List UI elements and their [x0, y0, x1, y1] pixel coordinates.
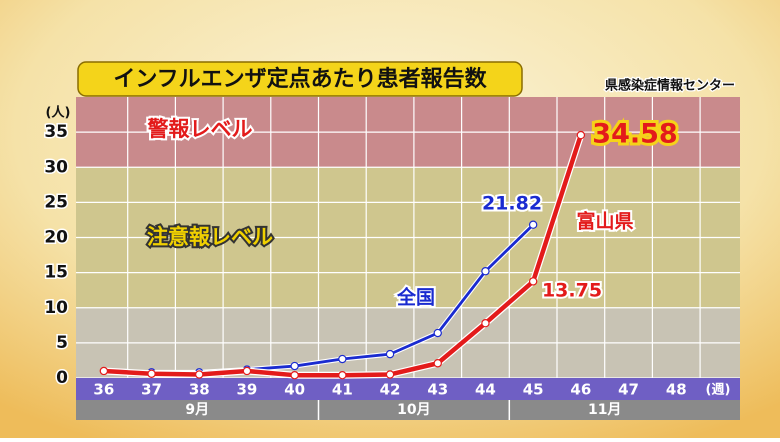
- data-label: 21.82: [482, 193, 542, 215]
- x-tick-label: 39: [237, 381, 258, 399]
- point: [481, 267, 490, 276]
- chart-title: インフルエンザ定点あたり患者報告数: [113, 66, 487, 92]
- month-label: 9月: [185, 402, 209, 418]
- data-label: 34.58: [592, 119, 677, 150]
- point: [433, 328, 442, 338]
- x-tick-label: 41: [332, 381, 353, 399]
- y-tick-label: 10: [44, 298, 68, 318]
- point: [433, 359, 442, 368]
- y-tick-label: 35: [44, 122, 68, 142]
- band-label: 注意報レベル: [147, 225, 273, 249]
- x-tick-label: 48: [666, 381, 687, 399]
- x-tick-label: 44: [475, 381, 496, 399]
- source: 県感染症情報センター: [605, 78, 735, 94]
- point: [385, 349, 395, 359]
- point: [195, 370, 204, 379]
- y-tick-label: 5: [56, 333, 68, 353]
- month-label: 11月: [588, 402, 621, 418]
- series-name: 全国: [396, 286, 435, 309]
- series-name: 富山県: [576, 210, 633, 233]
- x-axis-bar: [76, 378, 740, 400]
- y-tick-label: 25: [44, 192, 68, 212]
- point: [147, 369, 156, 378]
- point: [242, 366, 252, 376]
- month-label: 10月: [397, 402, 430, 418]
- point: [99, 366, 109, 376]
- x-tick-label: 42: [380, 381, 401, 399]
- point: [338, 370, 347, 380]
- y-tick-label: 15: [44, 263, 68, 283]
- x-tick-label: 40: [284, 381, 305, 399]
- point: [290, 370, 299, 380]
- x-tick-label: 47: [618, 381, 639, 399]
- y-tick-label: 0: [56, 368, 68, 388]
- x-tick-label: 36: [93, 381, 114, 399]
- month-bar: [76, 400, 740, 420]
- band-label: 警報レベル: [147, 117, 253, 141]
- y-tick-label: 30: [44, 157, 68, 177]
- x-tick-label: 45: [523, 381, 544, 399]
- x-tick-label: 46: [570, 381, 591, 399]
- point: [481, 319, 490, 328]
- point: [528, 220, 538, 229]
- x-tick-label: 38: [189, 381, 210, 399]
- x-tick-label: 37: [141, 381, 162, 399]
- data-label: 13.75: [542, 280, 602, 302]
- y-tick-label: 20: [44, 228, 68, 248]
- y-unit: (人): [46, 105, 71, 121]
- point: [338, 354, 347, 364]
- point: [576, 130, 586, 140]
- x-unit: (週): [706, 383, 731, 398]
- point: [528, 277, 538, 286]
- title-box: [77, 61, 523, 97]
- point: [385, 370, 395, 379]
- point: [290, 361, 299, 371]
- x-tick-label: 43: [427, 381, 448, 399]
